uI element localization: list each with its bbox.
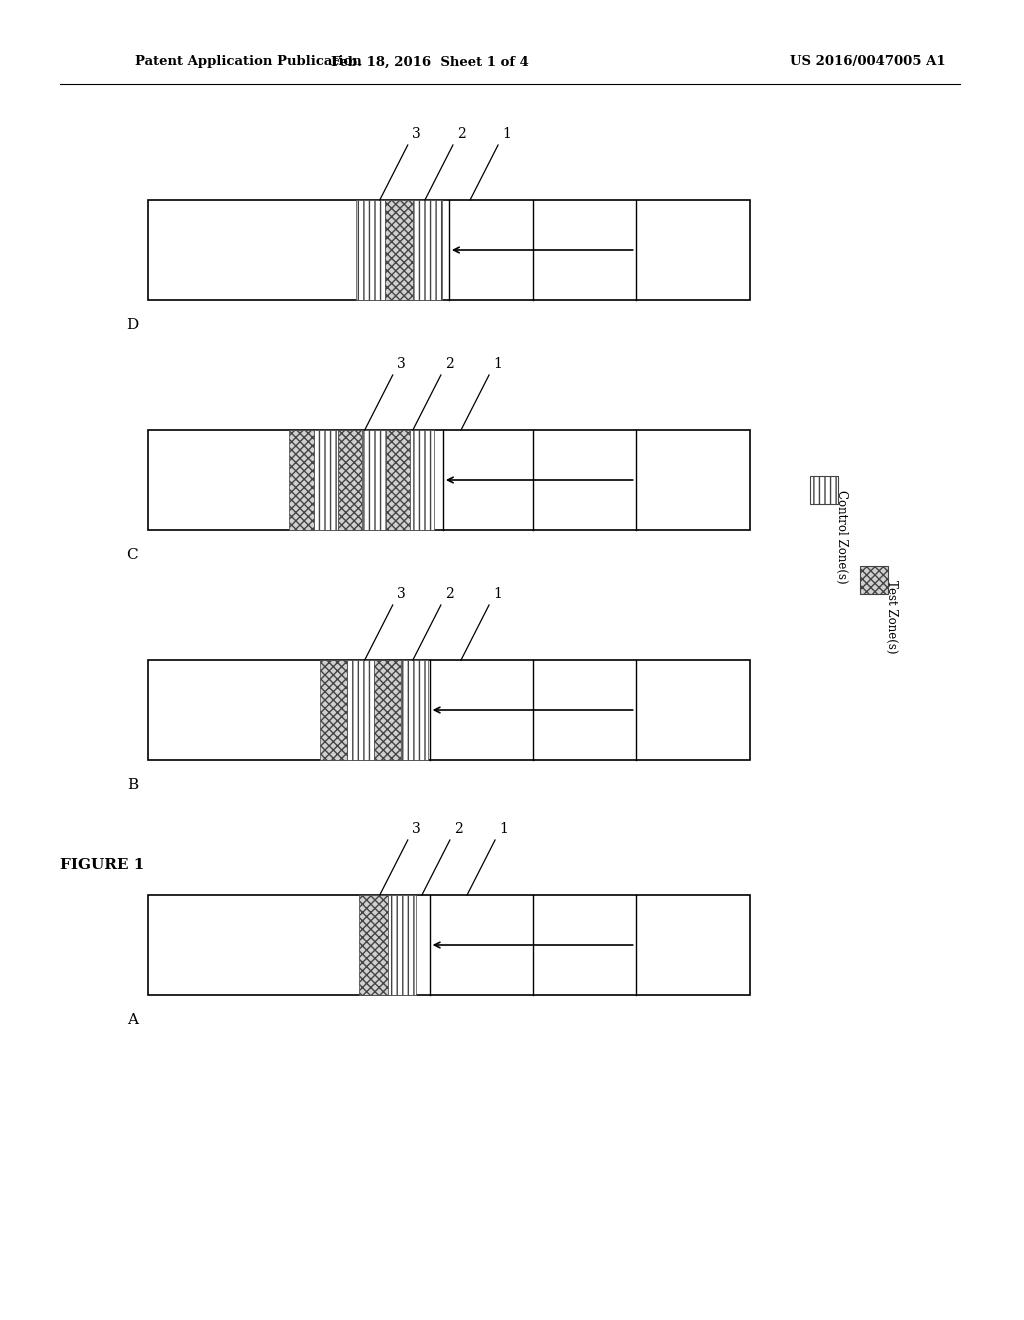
- Bar: [358, 895, 388, 995]
- Text: 3: 3: [412, 822, 421, 836]
- Text: 3: 3: [396, 587, 406, 601]
- Text: Control Zone(s): Control Zone(s): [836, 490, 849, 583]
- Bar: [361, 430, 386, 531]
- Text: US 2016/0047005 A1: US 2016/0047005 A1: [790, 55, 945, 69]
- Bar: [148, 201, 750, 300]
- Text: 2: 2: [444, 587, 454, 601]
- Bar: [148, 660, 750, 760]
- Bar: [148, 895, 750, 995]
- Bar: [347, 660, 374, 760]
- Bar: [385, 201, 414, 300]
- Bar: [148, 430, 750, 531]
- Text: B: B: [127, 777, 138, 792]
- Text: 1: 1: [499, 822, 508, 836]
- Bar: [355, 201, 385, 300]
- Bar: [290, 430, 313, 531]
- Bar: [810, 477, 838, 504]
- Bar: [338, 430, 361, 531]
- Text: 2: 2: [444, 356, 454, 371]
- Text: A: A: [127, 1012, 138, 1027]
- Text: 2: 2: [454, 822, 463, 836]
- Text: 2: 2: [457, 127, 466, 141]
- Bar: [410, 430, 434, 531]
- Text: 1: 1: [493, 587, 502, 601]
- Bar: [319, 660, 347, 760]
- Bar: [374, 660, 400, 760]
- Bar: [313, 430, 338, 531]
- Text: 1: 1: [493, 356, 502, 371]
- Text: 1: 1: [502, 127, 511, 141]
- Bar: [414, 201, 442, 300]
- Text: Feb. 18, 2016  Sheet 1 of 4: Feb. 18, 2016 Sheet 1 of 4: [331, 55, 529, 69]
- Bar: [400, 660, 428, 760]
- Text: Test Zone(s): Test Zone(s): [886, 579, 898, 653]
- Bar: [860, 566, 888, 594]
- Text: C: C: [126, 548, 138, 562]
- Text: Patent Application Publication: Patent Application Publication: [135, 55, 361, 69]
- Bar: [386, 430, 410, 531]
- Text: 3: 3: [396, 356, 406, 371]
- Text: FIGURE 1: FIGURE 1: [60, 858, 144, 873]
- Text: 3: 3: [412, 127, 421, 141]
- Bar: [388, 895, 417, 995]
- Text: D: D: [126, 318, 138, 333]
